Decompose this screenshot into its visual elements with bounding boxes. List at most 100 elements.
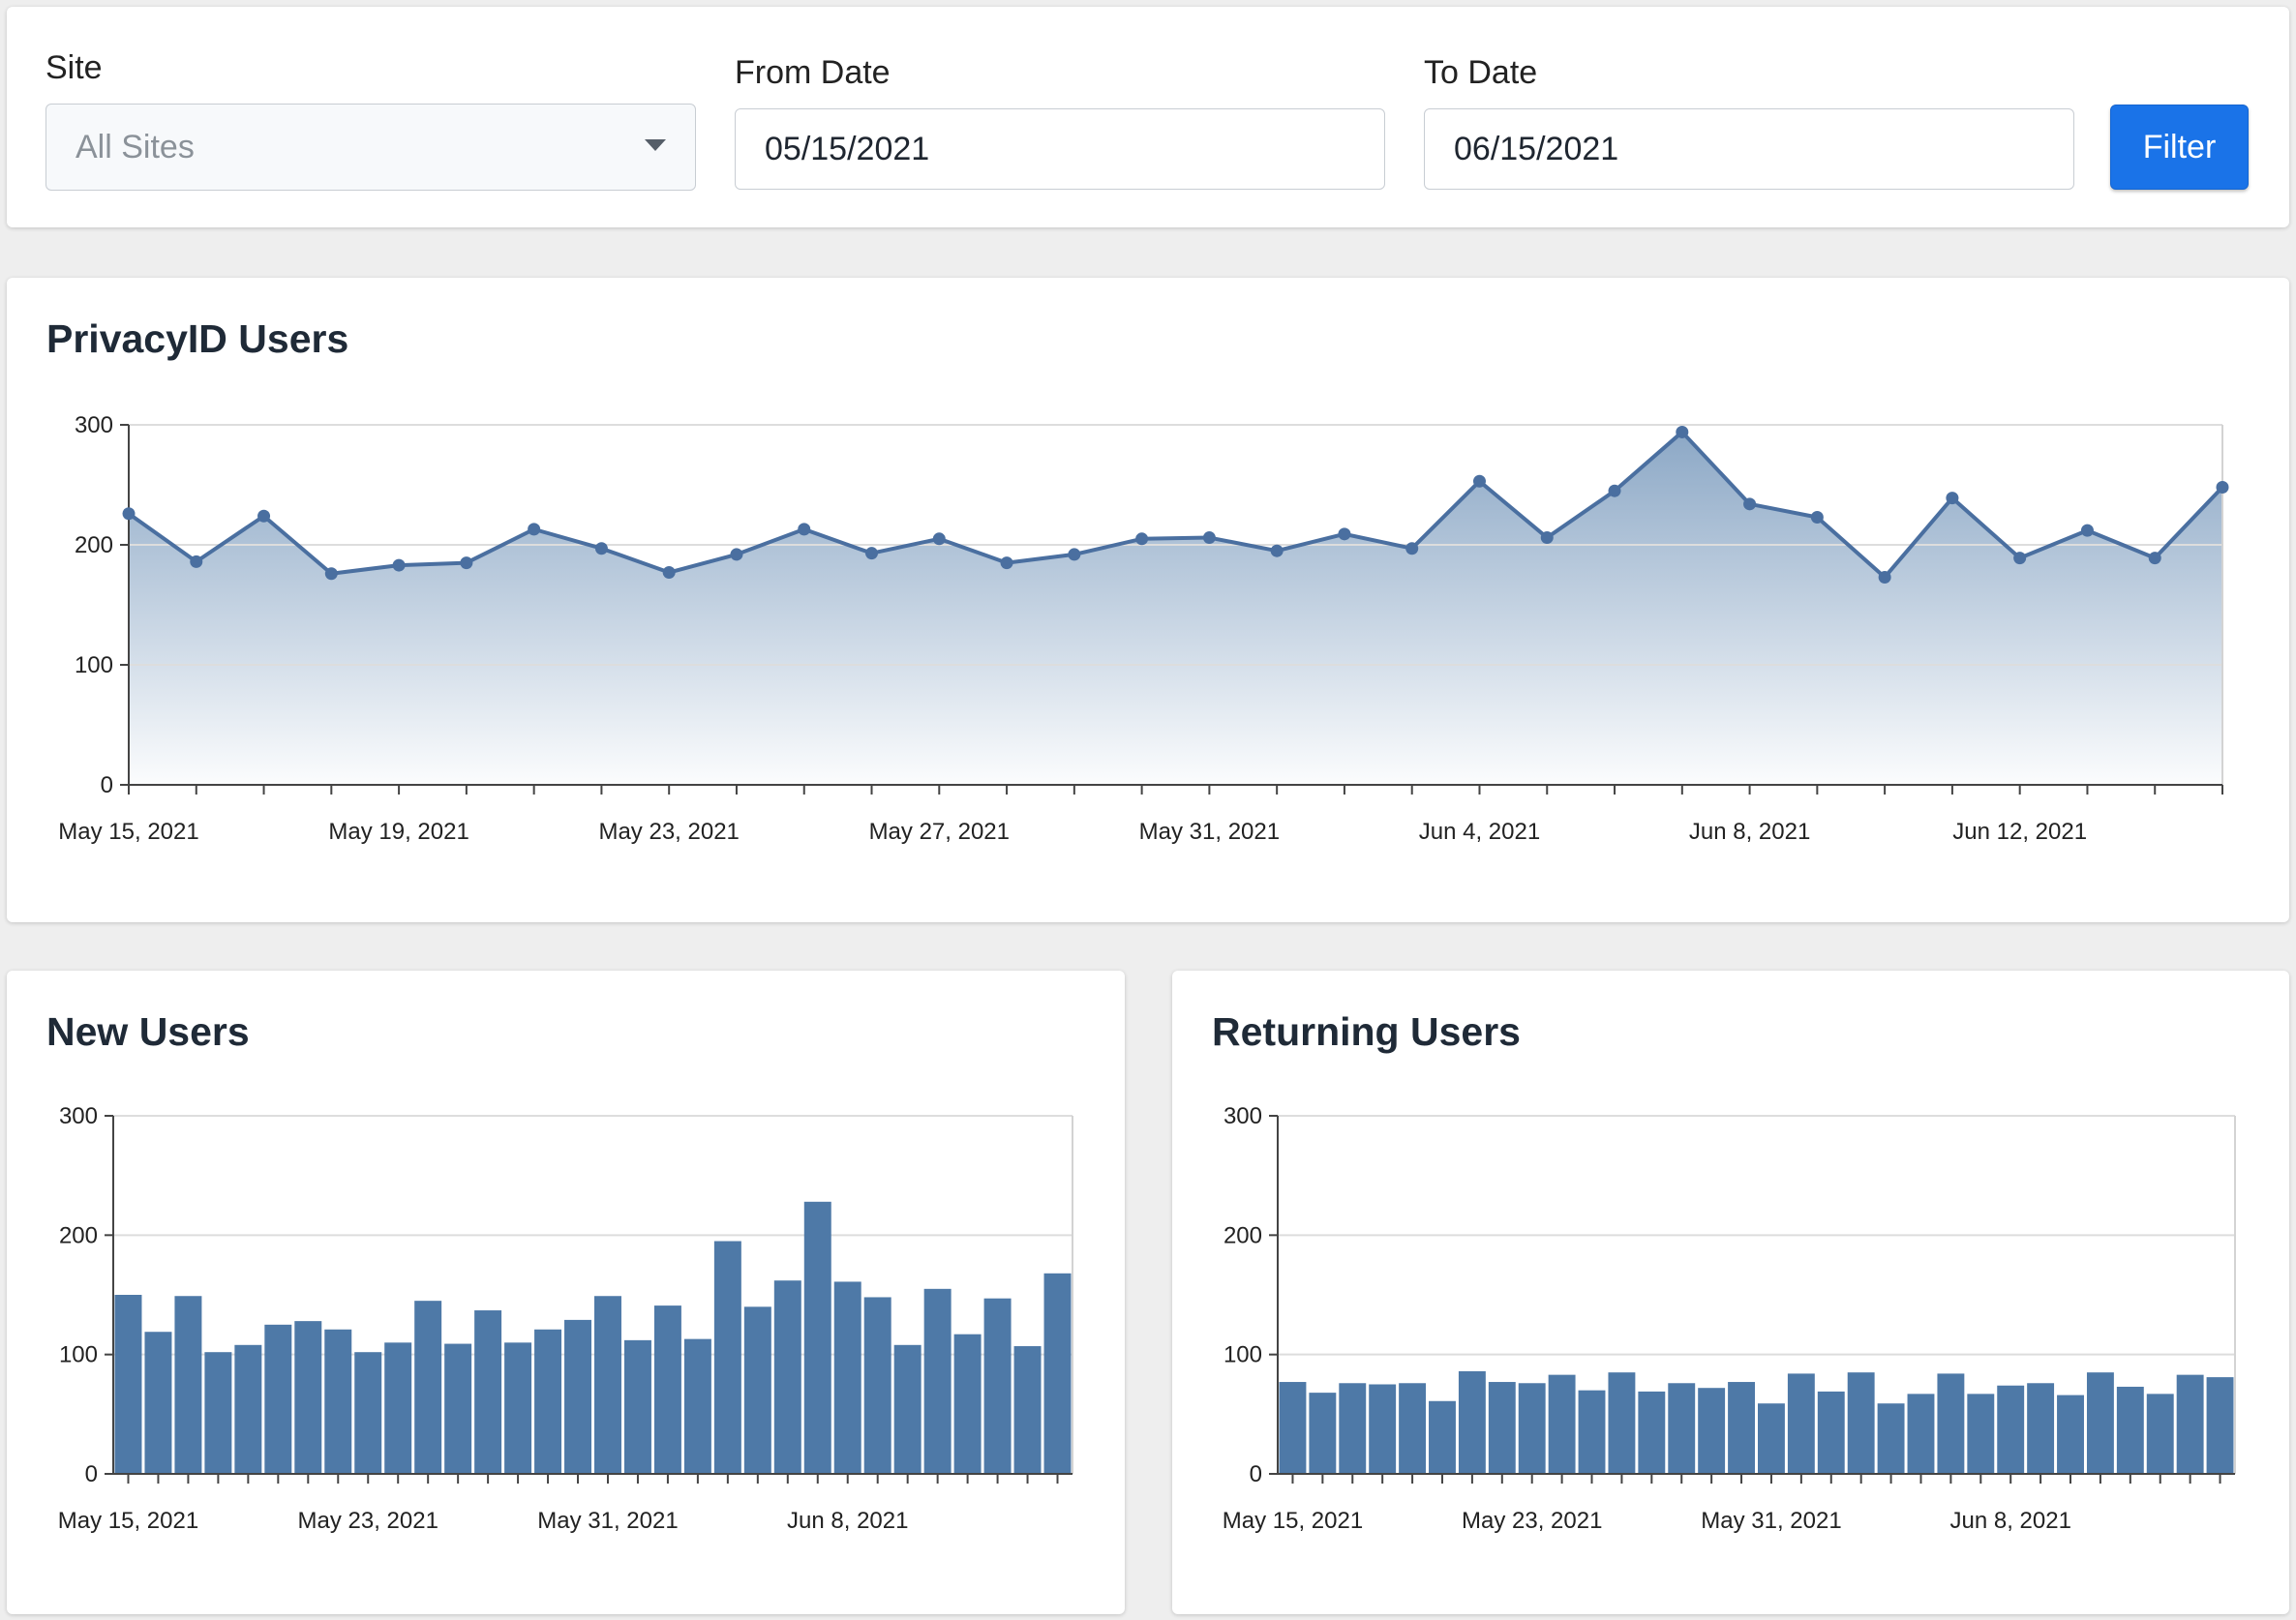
to-date-input[interactable]: 06/15/2021 — [1424, 108, 2074, 190]
bar[interactable] — [713, 1241, 741, 1475]
bar[interactable] — [474, 1310, 502, 1474]
bar[interactable] — [1013, 1346, 1042, 1474]
data-point[interactable] — [1068, 548, 1081, 561]
data-point[interactable] — [528, 523, 541, 536]
bar[interactable] — [1369, 1384, 1397, 1475]
data-point[interactable] — [2080, 524, 2094, 537]
bar[interactable] — [893, 1344, 921, 1474]
bar[interactable] — [1787, 1373, 1815, 1474]
bar[interactable] — [1817, 1391, 1845, 1474]
bar[interactable] — [1309, 1393, 1337, 1474]
bar[interactable] — [2206, 1377, 2234, 1474]
data-point[interactable] — [1472, 474, 1486, 488]
data-point[interactable] — [1743, 497, 1757, 511]
data-point[interactable] — [932, 532, 946, 546]
bar[interactable] — [1608, 1372, 1636, 1474]
bar[interactable] — [1488, 1382, 1516, 1474]
bar[interactable] — [1399, 1383, 1427, 1474]
bar[interactable] — [384, 1342, 412, 1474]
bar[interactable] — [2146, 1394, 2174, 1474]
data-point[interactable] — [1810, 510, 1824, 524]
data-point[interactable] — [594, 542, 608, 555]
bar[interactable] — [1847, 1372, 1875, 1474]
data-point[interactable] — [2148, 552, 2161, 565]
bar[interactable] — [354, 1352, 382, 1474]
bar[interactable] — [983, 1298, 1012, 1474]
bar[interactable] — [114, 1295, 142, 1474]
bar[interactable] — [1638, 1391, 1666, 1474]
bar[interactable] — [2086, 1372, 2114, 1474]
bar[interactable] — [1043, 1273, 1072, 1474]
bar[interactable] — [1548, 1374, 1576, 1474]
data-point[interactable] — [1608, 484, 1621, 497]
data-point[interactable] — [1946, 492, 1959, 505]
bar[interactable] — [1339, 1383, 1367, 1474]
data-point[interactable] — [2013, 552, 2027, 565]
bar[interactable] — [2027, 1383, 2055, 1474]
bar[interactable] — [2176, 1374, 2204, 1474]
bar[interactable] — [534, 1329, 562, 1474]
filter-button[interactable]: Filter — [2110, 105, 2249, 190]
bar[interactable] — [1758, 1403, 1785, 1474]
bar[interactable] — [144, 1332, 172, 1474]
bar[interactable] — [174, 1296, 202, 1474]
bar[interactable] — [1907, 1394, 1935, 1474]
data-point[interactable] — [1270, 544, 1284, 557]
data-point[interactable] — [730, 548, 743, 561]
data-point[interactable] — [1540, 531, 1554, 545]
bar[interactable] — [1429, 1400, 1456, 1474]
bar[interactable] — [863, 1297, 891, 1474]
data-point[interactable] — [1405, 542, 1419, 555]
bar[interactable] — [683, 1338, 711, 1474]
data-point[interactable] — [662, 566, 676, 580]
bar[interactable] — [1668, 1383, 1696, 1474]
bar[interactable] — [833, 1281, 861, 1474]
data-point[interactable] — [1676, 425, 1689, 438]
bar[interactable] — [294, 1321, 322, 1474]
bar[interactable] — [1967, 1394, 1995, 1474]
data-point[interactable] — [1135, 532, 1149, 546]
bar[interactable] — [2116, 1386, 2144, 1474]
data-point[interactable] — [2216, 480, 2229, 494]
data-point[interactable] — [865, 547, 879, 560]
bar[interactable] — [1877, 1403, 1905, 1474]
bar[interactable] — [1279, 1382, 1307, 1474]
data-point[interactable] — [1202, 531, 1216, 545]
bar[interactable] — [414, 1301, 442, 1474]
bar[interactable] — [743, 1306, 771, 1474]
bar[interactable] — [803, 1201, 831, 1474]
data-point[interactable] — [798, 523, 811, 536]
bar[interactable] — [1698, 1388, 1726, 1474]
bar[interactable] — [623, 1339, 651, 1474]
bar[interactable] — [923, 1288, 952, 1474]
bar[interactable] — [444, 1343, 472, 1474]
site-select[interactable]: All Sites — [45, 104, 696, 191]
data-point[interactable] — [392, 558, 406, 572]
data-point[interactable] — [190, 555, 203, 568]
data-point[interactable] — [122, 507, 136, 521]
bar[interactable] — [264, 1324, 292, 1474]
bar[interactable] — [234, 1344, 262, 1474]
bar[interactable] — [1578, 1390, 1606, 1474]
bar[interactable] — [564, 1319, 591, 1474]
from-date-input[interactable]: 05/15/2021 — [735, 108, 1385, 190]
bar[interactable] — [1997, 1385, 2025, 1474]
bar[interactable] — [2057, 1395, 2084, 1474]
bar[interactable] — [1728, 1382, 1755, 1474]
data-point[interactable] — [1878, 570, 1891, 584]
data-point[interactable] — [1338, 527, 1351, 541]
bar[interactable] — [1518, 1383, 1546, 1474]
bar[interactable] — [773, 1280, 801, 1474]
bar[interactable] — [204, 1352, 232, 1474]
data-point[interactable] — [1000, 556, 1013, 570]
data-point[interactable] — [257, 509, 271, 523]
bar[interactable] — [324, 1329, 352, 1474]
bar[interactable] — [1458, 1370, 1486, 1474]
data-point[interactable] — [460, 556, 473, 570]
data-point[interactable] — [324, 567, 338, 581]
bar[interactable] — [594, 1296, 621, 1474]
bar[interactable] — [504, 1342, 532, 1474]
bar[interactable] — [653, 1305, 681, 1474]
bar[interactable] — [1937, 1373, 1965, 1474]
bar[interactable] — [953, 1334, 982, 1474]
